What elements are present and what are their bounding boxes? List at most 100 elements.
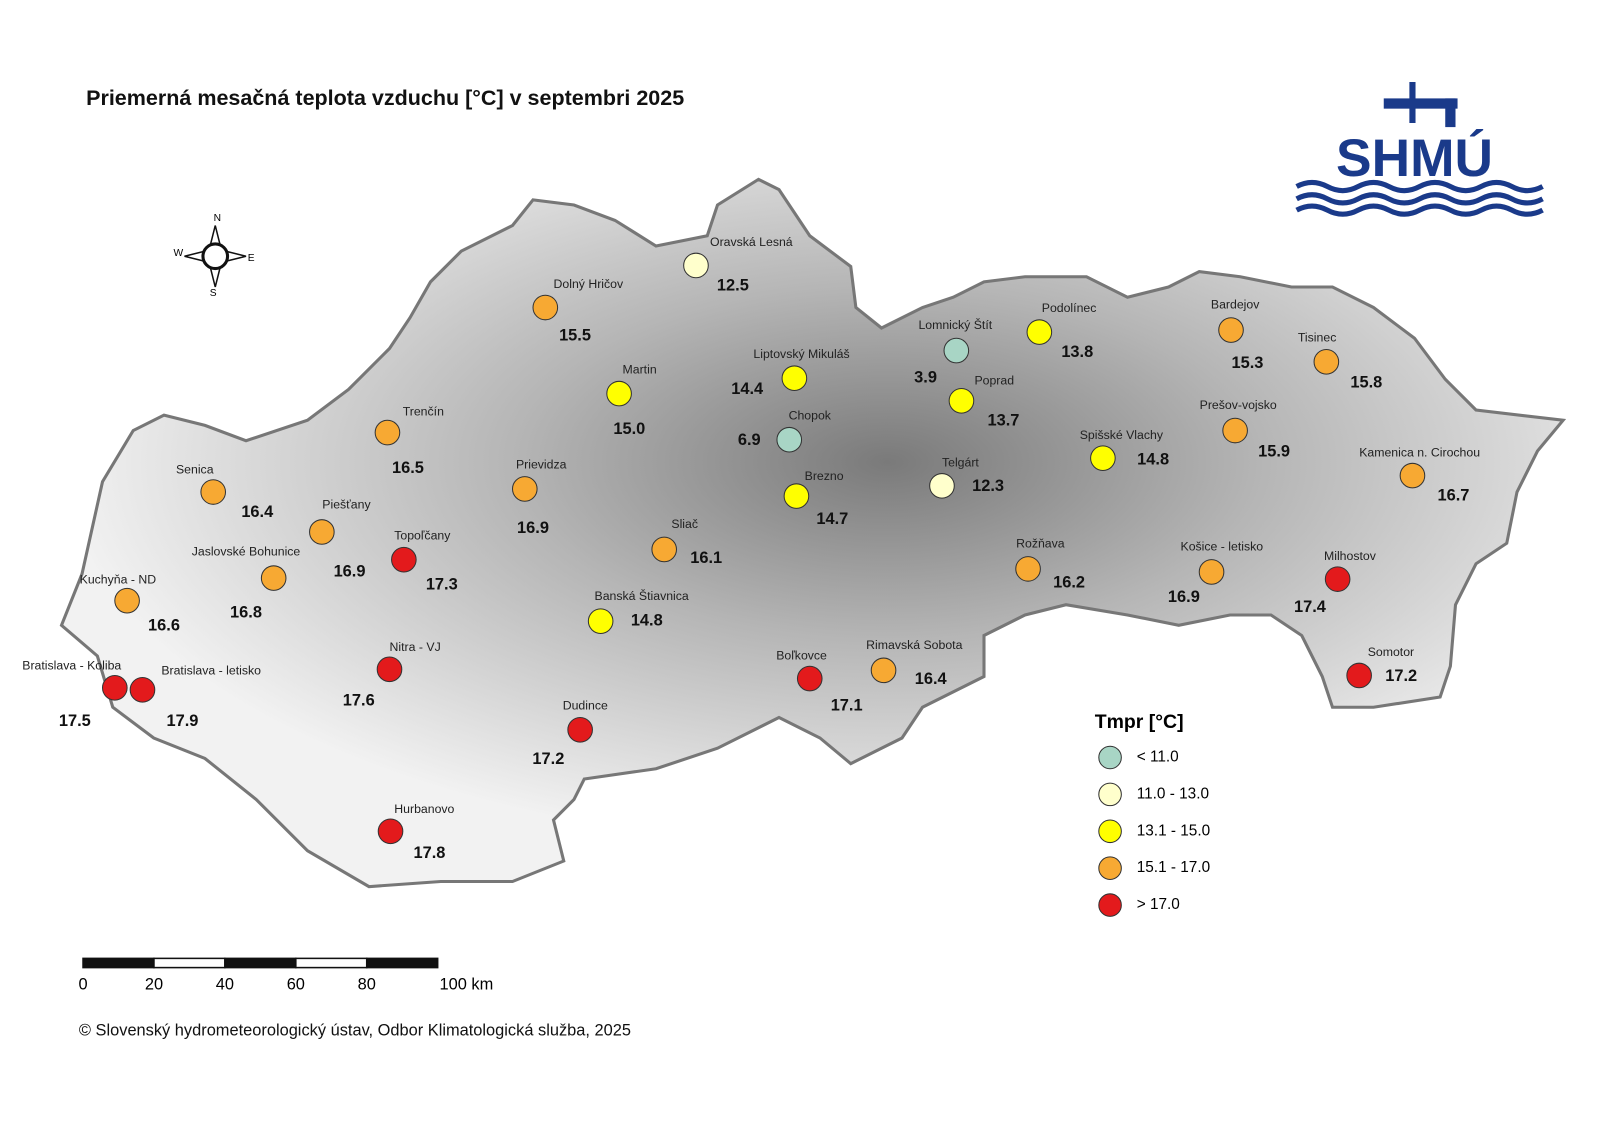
station-value: 15.5 bbox=[559, 327, 591, 345]
station-value: 16.9 bbox=[1168, 588, 1200, 606]
station-value: 17.5 bbox=[59, 712, 91, 730]
station-name: Boľkovce bbox=[776, 648, 827, 662]
station-name: Martin bbox=[623, 362, 657, 376]
station-name: Senica bbox=[176, 463, 214, 477]
station-marker bbox=[1222, 417, 1248, 444]
station-value: 16.9 bbox=[517, 519, 549, 537]
station-value: 16.8 bbox=[230, 603, 262, 621]
station-marker bbox=[1198, 559, 1225, 585]
station-marker bbox=[374, 419, 401, 446]
station-marker bbox=[1399, 462, 1426, 489]
station-value: 14.4 bbox=[731, 380, 764, 398]
logo-text: SHMÚ bbox=[1336, 128, 1493, 188]
station-name: Lomnický Štít bbox=[918, 317, 992, 332]
station-marker bbox=[309, 519, 335, 545]
station-name: Bratislava - Koliba bbox=[22, 659, 121, 673]
scale-bar: 0 20 40 60 80 100 km bbox=[78, 957, 494, 993]
copyright: © Slovenský hydrometeorologický ústav, O… bbox=[79, 1021, 631, 1039]
station-marker bbox=[783, 483, 810, 509]
station-value: 17.1 bbox=[831, 697, 863, 715]
scale-label: 100 km bbox=[440, 975, 494, 993]
map-title: Priemerná mesačná teplota vzduchu [°C] v… bbox=[86, 86, 684, 110]
station-name: Brezno bbox=[805, 469, 844, 483]
compass-n: N bbox=[214, 213, 221, 224]
station-value: 16.2 bbox=[1053, 574, 1085, 592]
station-value: 17.2 bbox=[532, 750, 564, 768]
station-marker bbox=[943, 337, 970, 364]
station-name: Piešťany bbox=[322, 498, 371, 512]
station-name: Somotor bbox=[1368, 645, 1414, 659]
station-name: Prievidza bbox=[516, 458, 567, 472]
station-marker bbox=[532, 294, 559, 321]
scale-label: 0 bbox=[78, 975, 87, 993]
station-marker bbox=[781, 365, 808, 392]
station-name: Spišské Vlachy bbox=[1080, 428, 1164, 442]
scale-segment bbox=[295, 957, 368, 969]
station-marker bbox=[1090, 445, 1116, 471]
station-name: Poprad bbox=[974, 374, 1014, 388]
station-name: Banská Štiavnica bbox=[595, 588, 689, 603]
station-value: 17.9 bbox=[166, 712, 198, 730]
station-marker bbox=[129, 677, 156, 703]
legend-label: < 11.0 bbox=[1137, 749, 1179, 766]
station-value: 16.7 bbox=[1437, 486, 1469, 504]
scale-segment bbox=[365, 957, 439, 969]
station-marker bbox=[796, 665, 823, 692]
station-marker bbox=[870, 657, 897, 684]
station-value: 13.7 bbox=[988, 412, 1020, 430]
legend-swatch bbox=[1098, 745, 1122, 770]
station-name: Dolný Hričov bbox=[554, 277, 624, 291]
station-marker bbox=[587, 608, 614, 634]
station-value: 12.3 bbox=[972, 477, 1004, 495]
station-marker bbox=[929, 473, 955, 499]
station-marker bbox=[1324, 566, 1351, 592]
legend-label: 13.1 - 15.0 bbox=[1137, 822, 1210, 839]
station-marker bbox=[1015, 556, 1041, 582]
station-value: 16.1 bbox=[690, 549, 722, 567]
legend-swatch bbox=[1098, 782, 1122, 807]
station-marker bbox=[1346, 662, 1372, 689]
compass-w: W bbox=[174, 248, 184, 259]
station-name: Prešov-vojsko bbox=[1200, 398, 1277, 412]
station-value: 14.8 bbox=[1137, 451, 1169, 469]
station-value: 16.4 bbox=[241, 503, 274, 521]
station-marker bbox=[606, 380, 632, 407]
scale-segment bbox=[82, 957, 155, 969]
station-name: Kamenica n. Cirochou bbox=[1359, 445, 1480, 459]
legend-label: > 17.0 bbox=[1137, 896, 1180, 913]
legend: Tmpr [°C] < 11.0 11.0 - 13.0 13.1 - 15.0 15… bbox=[1095, 711, 1210, 917]
station-name: Hurbanovo bbox=[394, 802, 454, 816]
station-marker bbox=[114, 587, 140, 614]
station-marker bbox=[1218, 317, 1244, 343]
station-name: Bardejov bbox=[1211, 298, 1260, 312]
stations: Oravská Lesná 12.5 Dolný Hričov 15.5 Martin 1… bbox=[22, 235, 1480, 862]
legend-swatch bbox=[1098, 856, 1122, 880]
station-value: 16.9 bbox=[334, 562, 366, 580]
legend-label: 15.1 - 17.0 bbox=[1137, 859, 1210, 876]
scale-label: 80 bbox=[358, 975, 376, 993]
station-marker bbox=[1313, 349, 1340, 375]
station-value: 3.9 bbox=[914, 369, 937, 387]
station-name: Jaslovské Bohunice bbox=[192, 545, 301, 559]
station-marker bbox=[391, 546, 417, 573]
logo: SHMÚ bbox=[1295, 82, 1544, 217]
station-name: Milhostov bbox=[1324, 549, 1377, 563]
station-value: 17.2 bbox=[1385, 667, 1417, 685]
station-value: 12.5 bbox=[717, 276, 749, 294]
station-value: 16.5 bbox=[392, 459, 424, 477]
station-name: Liptovský Mikuláš bbox=[753, 347, 849, 361]
station-marker bbox=[260, 565, 287, 591]
station-marker bbox=[683, 252, 709, 279]
station-marker bbox=[651, 536, 678, 563]
station-name: Topoľčany bbox=[394, 528, 451, 542]
station-marker bbox=[1026, 319, 1053, 345]
country-outline bbox=[59, 177, 1567, 889]
station-value: 17.8 bbox=[414, 844, 446, 862]
station-value: 15.9 bbox=[1258, 442, 1290, 460]
legend-title: Tmpr [°C] bbox=[1095, 711, 1184, 733]
station-value: 16.6 bbox=[148, 617, 180, 635]
scale-label: 40 bbox=[216, 975, 234, 993]
station-marker bbox=[567, 716, 593, 743]
station-marker bbox=[376, 656, 403, 683]
compass-s: S bbox=[210, 288, 217, 299]
